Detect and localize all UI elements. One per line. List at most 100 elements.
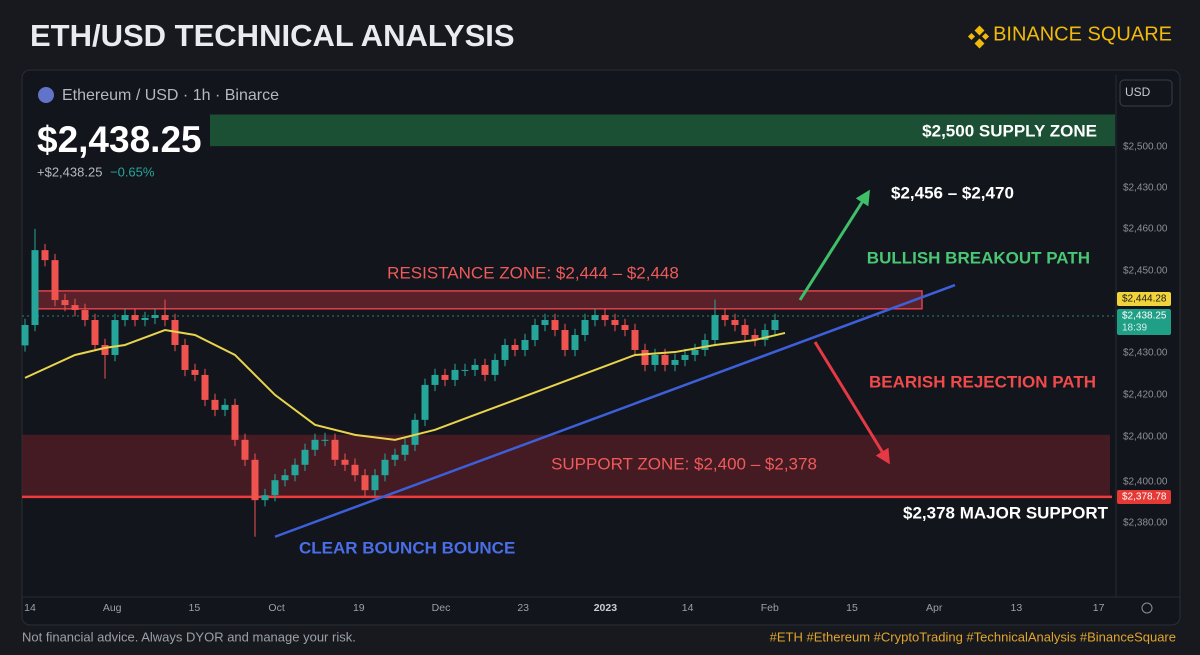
trendline-label: CLEAR BOUNCH BOUNCE <box>299 538 515 557</box>
zone <box>210 114 1115 147</box>
candle-body <box>701 339 709 350</box>
price-axis-label: $2,420.00 <box>1123 390 1168 401</box>
settings-icon[interactable] <box>1141 602 1153 614</box>
zone <box>34 290 923 310</box>
trendline <box>274 283 956 538</box>
support-zone-label: SUPPORT ZONE: $2,400 – $2,378 <box>551 454 817 473</box>
supply-zone-label: $2,500 SUPPLY ZONE <box>922 121 1097 140</box>
price-axis-label: $2,400.00 <box>1123 477 1168 488</box>
candle-body <box>71 305 79 311</box>
candle-body <box>381 459 389 476</box>
price-tag-label: $2,378.78 <box>1122 492 1167 503</box>
bullish-arrow <box>798 189 871 301</box>
candle-body <box>481 364 489 375</box>
candle-body <box>241 439 249 460</box>
x-tick-label: 15 <box>189 602 201 614</box>
candle-body <box>41 250 49 261</box>
currency: USD <box>1125 85 1151 99</box>
price-tag-label: $2,444.28 <box>1122 294 1167 305</box>
candle-body <box>351 464 359 476</box>
candle-body <box>551 320 559 331</box>
candle-body <box>751 335 759 340</box>
candle-body <box>691 349 699 355</box>
x-tick-label: Apr <box>926 602 943 614</box>
candle-body <box>571 335 579 350</box>
candle-body <box>321 439 329 441</box>
candle-body <box>581 320 589 335</box>
price-axis-label: $2,450.00 <box>1123 266 1168 277</box>
candle-body <box>91 320 99 345</box>
x-tick-label: 19 <box>353 602 365 614</box>
candle-body <box>231 404 239 440</box>
candle-body <box>631 330 639 350</box>
candle-body <box>51 260 59 301</box>
bearish-arrow <box>813 341 890 465</box>
candle-body <box>151 315 159 318</box>
candle-body <box>81 310 89 321</box>
x-tick-label: 14 <box>682 602 694 614</box>
hashtags: #ETH #Ethereum #CryptoTrading #Technical… <box>770 629 1176 644</box>
price-axis-label: $2,430.00 <box>1123 183 1168 194</box>
candle-body <box>741 325 749 335</box>
x-tick-label: 13 <box>1011 602 1023 614</box>
zone <box>22 434 1110 497</box>
candle-body <box>101 344 109 355</box>
candle-body <box>261 495 269 501</box>
candle-body <box>181 344 189 370</box>
candle-body <box>121 315 129 321</box>
price-axis-label: $2,400.00 <box>1123 432 1168 443</box>
bullish-label: BULLISH BREAKOUT PATH <box>867 248 1090 267</box>
candle-body <box>591 315 599 321</box>
x-tick-label: 23 <box>517 602 529 614</box>
candle-body <box>271 480 279 496</box>
candle-body <box>421 384 429 420</box>
candle-body <box>141 317 149 321</box>
candle-body <box>641 349 649 365</box>
brand: BINANCE SQUARE <box>993 23 1172 45</box>
candle-body <box>471 364 479 370</box>
page-title: ETH/USD TECHNICAL ANALYSIS <box>30 18 515 53</box>
candle-body <box>161 315 169 321</box>
candle-body <box>391 454 399 460</box>
moving-average <box>24 328 786 441</box>
candle-body <box>621 325 629 331</box>
candle-body <box>511 344 519 350</box>
candle-body <box>341 459 349 465</box>
candle-body <box>651 354 659 365</box>
candle-body <box>771 320 779 331</box>
x-tick-label: 14 <box>24 602 36 614</box>
candle-body <box>251 459 259 501</box>
major-support-label: $2,378 MAJOR SUPPORT <box>903 503 1109 522</box>
candle-body <box>411 419 419 445</box>
candle-body <box>661 354 669 365</box>
candle-body <box>451 369 459 380</box>
bearish-label: BEARISH REJECTION PATH <box>869 372 1096 391</box>
candle-body <box>61 300 69 306</box>
currency-select[interactable] <box>1119 79 1173 107</box>
symbol: Ethereum / USD · 1h · Binarce <box>62 87 279 104</box>
candle-body <box>711 315 719 340</box>
x-tick-label: Feb <box>761 602 779 614</box>
candle-body <box>331 439 339 460</box>
candle-body <box>681 354 689 360</box>
change-pct: −0.65% <box>110 164 155 179</box>
price-tag <box>1117 292 1171 306</box>
candle-body <box>611 320 619 326</box>
plot <box>21 228 956 538</box>
candle-body <box>371 475 379 491</box>
x-tick-label: 15 <box>846 602 858 614</box>
candle-body <box>191 369 199 375</box>
candle-body <box>531 325 539 340</box>
brand-logo <box>967 25 990 49</box>
axes: $2,500.00 $2,430.00 $2,460.00 $2,450.00 $2,4… <box>24 142 1171 614</box>
eth-icon <box>38 87 54 103</box>
disclaimer: Not financial advice. Always DYOR and ma… <box>22 629 356 644</box>
candle-body <box>361 475 369 491</box>
candle-body <box>731 320 739 326</box>
candle-body <box>211 399 219 410</box>
candle-body <box>301 449 309 465</box>
candle-body <box>201 374 209 400</box>
candle-body <box>461 369 469 371</box>
